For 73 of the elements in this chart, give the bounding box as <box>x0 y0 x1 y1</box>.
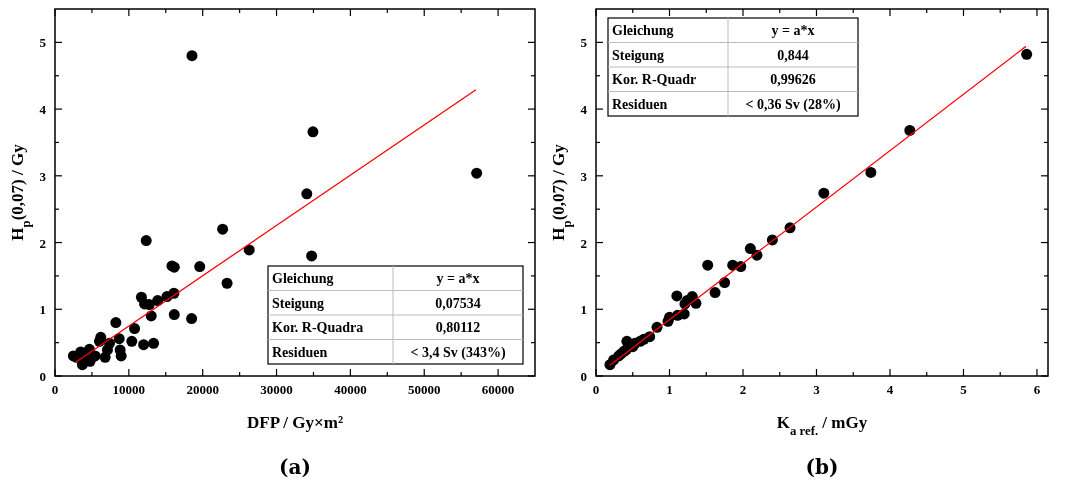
x-tick-label: 3 <box>813 382 821 397</box>
point <box>306 250 318 262</box>
annotation: Residuen <box>272 344 328 360</box>
point <box>99 351 111 363</box>
annotation: y = a*x <box>436 271 480 286</box>
y-tick-label: 4 <box>39 102 47 118</box>
point <box>818 187 830 199</box>
x-axis-title: DFP / Gy×m² <box>247 413 343 432</box>
point <box>221 277 233 289</box>
y-tick-label: 3 <box>39 168 47 184</box>
point <box>148 337 160 349</box>
point <box>301 188 313 200</box>
annotation: < 0,36 Sv (28%) <box>745 96 841 113</box>
point <box>168 309 180 321</box>
annotation: 0,80112 <box>435 320 481 335</box>
x-tick-label: 10000 <box>112 382 146 397</box>
point <box>217 223 229 235</box>
annotation: < 3,4 Sv (343%) <box>410 344 506 361</box>
y-tick-label: 0 <box>580 369 587 384</box>
y-tick-label: 1 <box>580 302 587 318</box>
point <box>709 287 721 299</box>
x-tick-label: 2 <box>739 382 747 397</box>
annotation: Gleichung <box>612 23 674 38</box>
point <box>702 259 714 271</box>
x-axis-title: K$_{a ref.}$ / mGy <box>776 413 868 438</box>
point <box>186 50 198 62</box>
point <box>307 126 319 138</box>
point <box>1021 48 1033 60</box>
point <box>140 235 152 247</box>
point <box>186 313 198 325</box>
point <box>604 359 616 371</box>
y-tick-label: 3 <box>580 168 588 184</box>
annotation: Steigung <box>272 295 325 311</box>
point <box>471 167 483 179</box>
x-tick-label: 4 <box>886 382 894 397</box>
x-tick-label: 40000 <box>334 382 367 397</box>
x-tick-label: 1 <box>666 382 673 397</box>
point <box>138 339 150 351</box>
annotation: Residuen <box>612 96 668 112</box>
annotation: Steigung <box>612 47 665 63</box>
point <box>865 166 877 178</box>
y-tick-label: 1 <box>39 302 46 318</box>
x-tick-label: 30000 <box>260 382 293 397</box>
text: (a) <box>279 455 311 479</box>
annotation: 0,844 <box>777 47 809 63</box>
x-tick-label: 50000 <box>407 382 441 397</box>
x-tick-label: 20000 <box>186 382 219 397</box>
text: (b) <box>805 455 839 479</box>
point <box>113 333 125 345</box>
point <box>89 350 101 362</box>
y-tick-label: 2 <box>39 235 46 251</box>
y-tick-label: 5 <box>39 35 47 51</box>
x-tick-label: 5 <box>960 382 968 397</box>
annotation: y = a*x <box>771 23 815 38</box>
point <box>110 317 122 329</box>
point <box>194 261 206 273</box>
annotation: Kor. R-Quadra <box>272 320 364 335</box>
point <box>129 323 141 335</box>
annotation: 0,99626 <box>770 72 816 87</box>
point <box>744 243 756 255</box>
point <box>671 290 683 302</box>
y-tick-label: 5 <box>580 35 588 51</box>
y-tick-label: 2 <box>580 235 587 251</box>
y-tick-label: 4 <box>580 102 588 118</box>
annotation: Kor. R-Quadr <box>612 72 697 87</box>
x-tick-label: 0 <box>592 382 600 397</box>
y-tick-label: 0 <box>39 369 46 384</box>
x-tick-label: 0 <box>51 382 59 397</box>
x-tick-label: 6 <box>1033 382 1041 397</box>
point <box>126 335 138 347</box>
annotation: Gleichung <box>272 271 334 286</box>
x-tick-label: 60000 <box>481 382 515 397</box>
annotation: 0,07534 <box>435 295 481 311</box>
